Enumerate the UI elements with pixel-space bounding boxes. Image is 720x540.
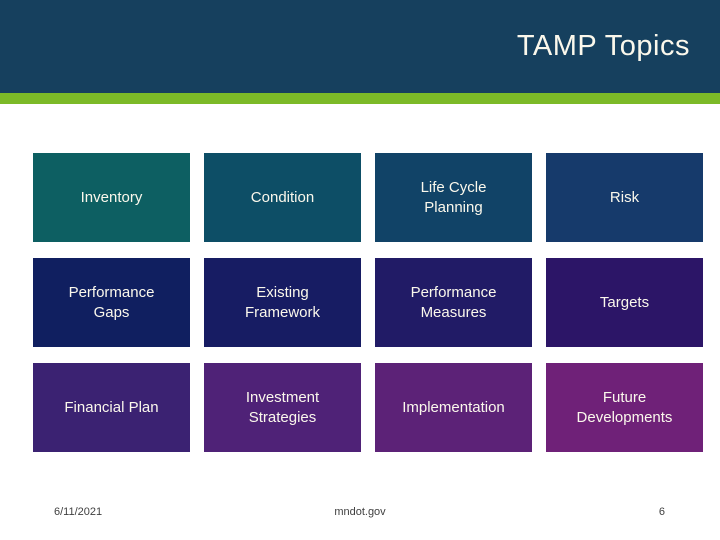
topic-box-label: Existing Framework — [244, 284, 320, 321]
topic-box-implementation: Implementation — [375, 363, 532, 452]
footer-date: 6/11/2021 — [54, 506, 103, 518]
topic-box-label: Risk — [609, 188, 640, 206]
topic-box-life-cycle-planning: Life Cycle Planning — [375, 153, 532, 242]
topic-box-label: Investment Strategies — [245, 389, 320, 426]
footer: 6/11/2021 mndot.gov 6 — [0, 506, 720, 520]
footer-site-text: mndot.gov — [334, 506, 386, 518]
topic-box-performance-measures: Performance Measures — [375, 258, 532, 347]
topic-box-future-developments: Future Developments — [546, 363, 703, 452]
topic-box-label: Performance Measures — [410, 284, 497, 321]
footer-page-number: 6 — [658, 506, 665, 518]
topic-box-label: Performance Gaps — [68, 284, 155, 321]
topic-box-label: Inventory — [80, 188, 143, 206]
topic-box-label: Life Cycle Planning — [420, 179, 487, 216]
topic-box-targets: Targets — [546, 258, 703, 347]
topic-box-investment-strategies: Investment Strategies — [204, 363, 361, 452]
topic-box-label: Implementation — [402, 398, 505, 416]
topic-grid: Inventory Condition Life Cycle Planning … — [33, 153, 703, 452]
topic-box-label: Financial Plan — [64, 398, 159, 416]
topic-box-performance-gaps: Performance Gaps — [33, 258, 190, 347]
accent-stripe — [0, 93, 720, 104]
topic-box-condition: Condition — [204, 153, 361, 242]
topic-box-financial-plan: Financial Plan — [33, 363, 190, 452]
topic-box-label: Condition — [250, 188, 315, 206]
topic-box-label: Targets — [599, 293, 650, 311]
topic-box-label: Future Developments — [576, 389, 673, 426]
topic-box-risk: Risk — [546, 153, 703, 242]
slide-title: TAMP Topics — [516, 30, 690, 62]
topic-box-existing-framework: Existing Framework — [204, 258, 361, 347]
header-band: TAMP Topics — [0, 0, 720, 93]
topic-box-inventory: Inventory — [33, 153, 190, 242]
